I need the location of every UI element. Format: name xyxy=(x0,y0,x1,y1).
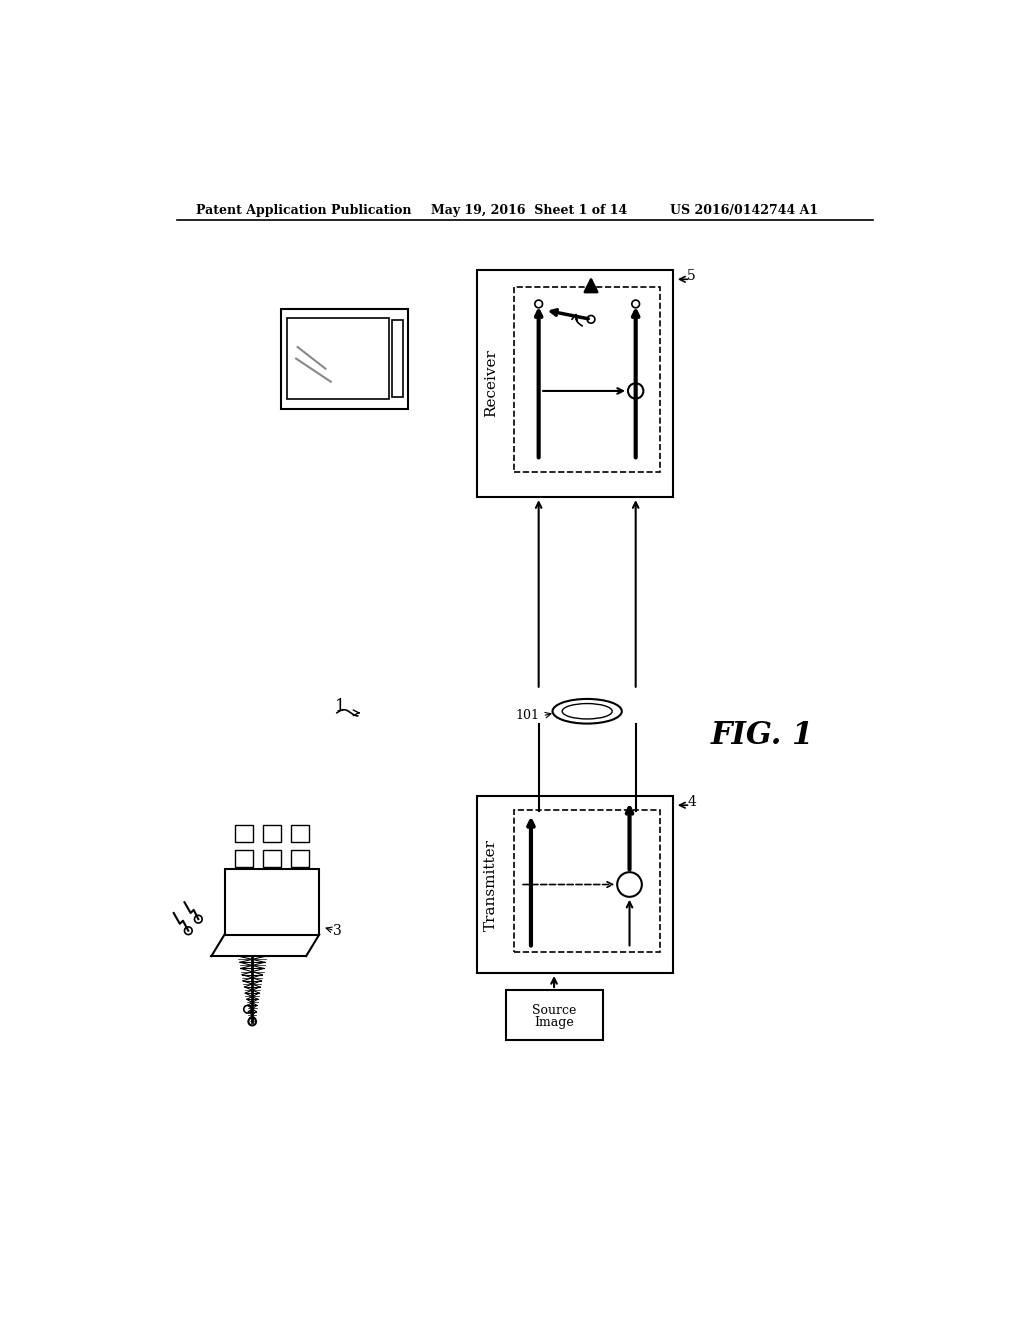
Circle shape xyxy=(628,383,643,399)
Circle shape xyxy=(617,873,642,896)
Bar xyxy=(477,796,674,973)
Text: Patent Application Publication: Patent Application Publication xyxy=(196,205,412,218)
Circle shape xyxy=(587,315,595,323)
Bar xyxy=(506,990,602,1040)
Bar xyxy=(263,850,282,867)
Text: Transmitter: Transmitter xyxy=(484,838,498,931)
Circle shape xyxy=(632,300,640,308)
Bar xyxy=(263,825,282,842)
Text: 5: 5 xyxy=(687,269,696,284)
Text: FIG. 1: FIG. 1 xyxy=(711,721,814,751)
Bar xyxy=(392,321,403,397)
Bar xyxy=(291,825,309,842)
Text: 3: 3 xyxy=(333,924,342,937)
Bar xyxy=(234,825,253,842)
Text: US 2016/0142744 A1: US 2016/0142744 A1 xyxy=(670,205,818,218)
Ellipse shape xyxy=(562,704,612,719)
Bar xyxy=(514,810,660,952)
Text: 4: 4 xyxy=(687,795,696,809)
Circle shape xyxy=(195,915,202,923)
Text: 101: 101 xyxy=(515,709,540,722)
Text: 1: 1 xyxy=(335,698,345,715)
Ellipse shape xyxy=(553,700,622,723)
Circle shape xyxy=(244,1006,252,1014)
Bar xyxy=(514,286,660,471)
Text: Image: Image xyxy=(535,1016,573,1028)
Circle shape xyxy=(249,1018,256,1026)
Text: May 19, 2016  Sheet 1 of 14: May 19, 2016 Sheet 1 of 14 xyxy=(431,205,627,218)
Circle shape xyxy=(184,927,193,935)
Text: Receiver: Receiver xyxy=(484,350,498,417)
Circle shape xyxy=(535,300,543,308)
Bar xyxy=(234,850,253,867)
Text: Source: Source xyxy=(531,1003,577,1016)
Bar xyxy=(224,869,319,935)
Bar xyxy=(477,271,674,498)
Bar xyxy=(291,850,309,867)
Bar xyxy=(281,309,408,409)
Bar xyxy=(287,318,389,400)
